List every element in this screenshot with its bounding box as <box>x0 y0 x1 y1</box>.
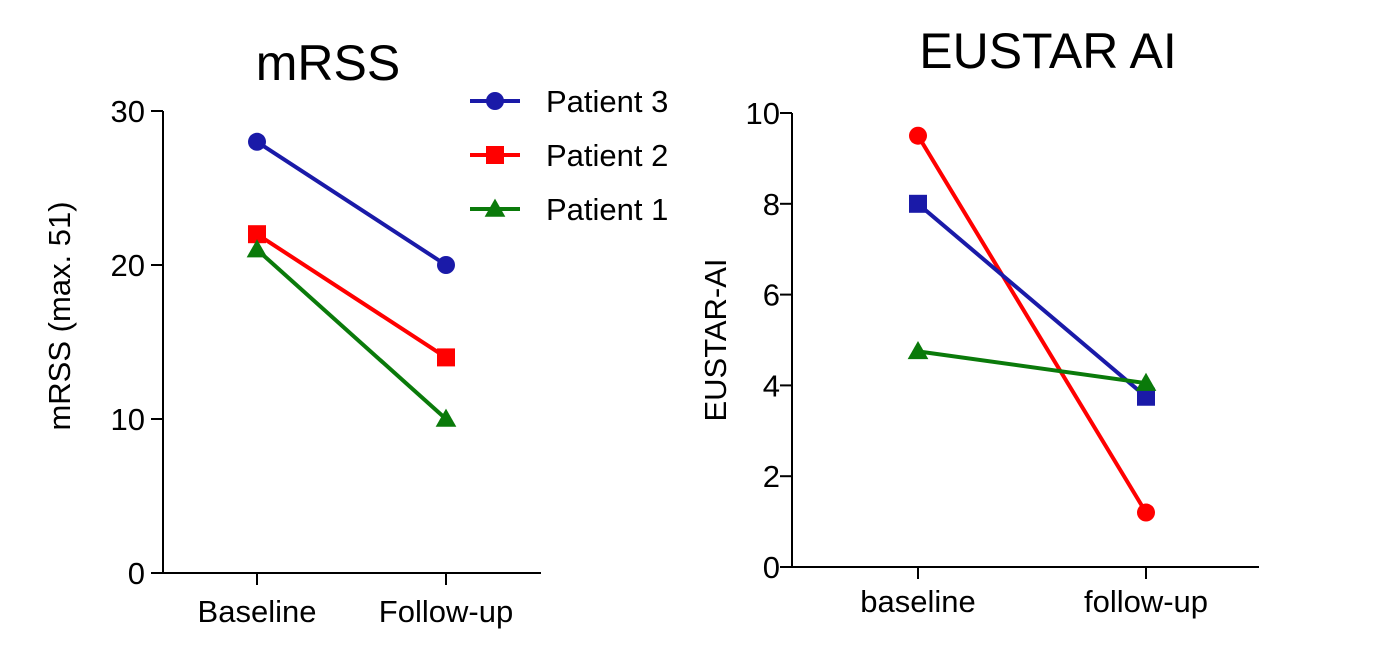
mrss-y-ticks: 0 10 20 30 <box>111 94 163 591</box>
mrss-series-line <box>255 248 448 421</box>
mrss-y-tick-label: 0 <box>128 556 145 591</box>
mrss-chart: mRSS mRSS (max. 51) 0 10 20 30 Baseline Foll… <box>42 35 668 629</box>
eustar-series-3 <box>907 341 1157 391</box>
mrss-data-point <box>246 239 268 258</box>
eustar-x-ticks: baseline follow-up <box>860 567 1208 619</box>
mrss-x-tick-label: Baseline <box>198 594 317 629</box>
mrss-series-line <box>255 140 448 267</box>
eustar-data-point <box>1137 503 1155 522</box>
eustar-x-tick-label: baseline <box>860 584 975 619</box>
eustar-chart: EUSTAR AI EUSTAR-AI 0 2 4 6 8 10 baseline foll… <box>698 23 1259 619</box>
mrss-series-1 <box>248 132 455 274</box>
eustar-y-tick-label: 10 <box>746 96 780 131</box>
mrss-data-point <box>248 132 266 151</box>
mrss-data-point <box>437 348 455 367</box>
legend-label: Patient 1 <box>546 192 668 227</box>
mrss-y-tick-label: 20 <box>111 248 145 283</box>
mrss-y-tick-label: 30 <box>111 94 145 129</box>
mrss-data-point <box>437 256 455 274</box>
mrss-data-point <box>248 225 266 244</box>
mrss-data-point <box>435 408 457 427</box>
legend-entry: Patient 1 <box>470 192 668 227</box>
legend-entry: Patient 2 <box>470 138 668 173</box>
mrss-series-line <box>255 232 448 360</box>
eustar-x-tick-label: follow-up <box>1084 584 1208 619</box>
legend-swatch-marker <box>486 92 504 110</box>
mrss-legend: Patient 3 Patient 2 Patient 1 <box>470 84 668 227</box>
legend-label: Patient 3 <box>546 84 668 119</box>
legend-label: Patient 2 <box>546 138 668 173</box>
eustar-y-ticks: 0 2 4 6 8 10 <box>746 96 792 585</box>
mrss-chart-title: mRSS <box>256 35 400 91</box>
mrss-y-axis-label: mRSS (max. 51) <box>42 201 77 430</box>
eustar-series <box>907 126 1157 522</box>
eustar-y-tick-label: 0 <box>763 550 780 585</box>
eustar-y-axis-label: EUSTAR-AI <box>698 258 733 421</box>
eustar-y-tick-label: 8 <box>763 187 780 222</box>
mrss-series-2 <box>248 225 455 367</box>
eustar-data-point <box>1137 387 1155 406</box>
eustar-chart-title: EUSTAR AI <box>919 23 1176 79</box>
mrss-series <box>246 132 457 427</box>
eustar-series-line <box>916 202 1148 399</box>
eustar-series-2 <box>909 194 1155 406</box>
legend-swatch-marker <box>486 146 504 164</box>
mrss-x-ticks: Baseline Follow-up <box>198 573 513 629</box>
eustar-series-1 <box>909 126 1155 522</box>
eustar-series-line <box>917 349 1147 386</box>
legend-swatch-marker <box>484 198 506 217</box>
mrss-y-tick-label: 10 <box>111 402 145 437</box>
mrss-series-3 <box>246 239 457 427</box>
eustar-y-tick-label: 4 <box>763 368 780 403</box>
eustar-y-tick-label: 2 <box>763 459 780 494</box>
mrss-x-tick-label: Follow-up <box>379 594 513 629</box>
legend-entry: Patient 3 <box>470 84 668 119</box>
eustar-data-point <box>909 194 927 213</box>
eustar-y-tick-label: 6 <box>763 278 780 313</box>
eustar-data-point <box>909 126 927 145</box>
eustar-series-line <box>916 134 1148 514</box>
eustar-data-point <box>907 341 929 360</box>
eustar-data-point <box>1135 372 1157 391</box>
